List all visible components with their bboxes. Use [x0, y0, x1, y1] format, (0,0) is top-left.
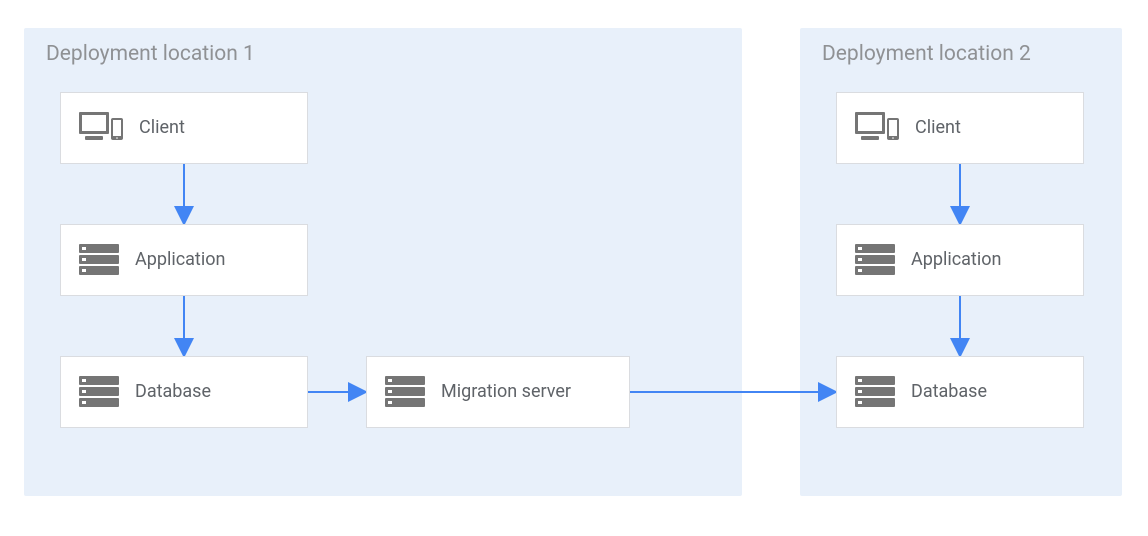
app1-label: Application — [135, 249, 225, 272]
app2-label: Application — [911, 249, 1001, 272]
db1-label: Database — [135, 381, 211, 404]
server-icon — [79, 244, 119, 276]
migration-node: Migration server — [366, 356, 630, 428]
region2-title: Deployment location 2 — [822, 42, 1031, 66]
app2-node: Application — [836, 224, 1084, 296]
client-icon — [855, 112, 899, 144]
client-icon — [855, 112, 899, 144]
db1-node: Database — [60, 356, 308, 428]
client-icon — [79, 112, 123, 144]
client1-label: Client — [139, 117, 185, 140]
region1-title: Deployment location 1 — [46, 42, 255, 66]
server-icon — [855, 376, 895, 408]
db2-label: Database — [911, 381, 987, 404]
server-icon — [855, 244, 895, 276]
server-icon — [385, 376, 425, 408]
client2-label: Client — [915, 117, 961, 140]
client1-node: Client — [60, 92, 308, 164]
client2-node: Client — [836, 92, 1084, 164]
db2-node: Database — [836, 356, 1084, 428]
migration-label: Migration server — [441, 381, 571, 404]
server-icon — [79, 376, 119, 408]
app1-node: Application — [60, 224, 308, 296]
server-icon — [855, 244, 895, 276]
server-icon — [79, 376, 119, 408]
server-icon — [385, 376, 425, 408]
server-icon — [855, 376, 895, 408]
client-icon — [79, 112, 123, 144]
server-icon — [79, 244, 119, 276]
